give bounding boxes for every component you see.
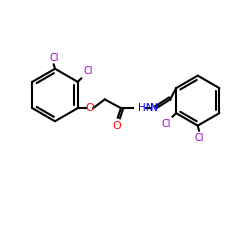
Text: HN: HN bbox=[138, 103, 154, 113]
Text: Cl: Cl bbox=[83, 66, 93, 76]
Text: Cl: Cl bbox=[161, 119, 170, 128]
Text: Cl: Cl bbox=[194, 133, 204, 143]
Text: Cl: Cl bbox=[49, 53, 58, 63]
Text: N: N bbox=[150, 103, 158, 113]
Text: O: O bbox=[113, 121, 122, 131]
Text: O: O bbox=[85, 103, 94, 113]
